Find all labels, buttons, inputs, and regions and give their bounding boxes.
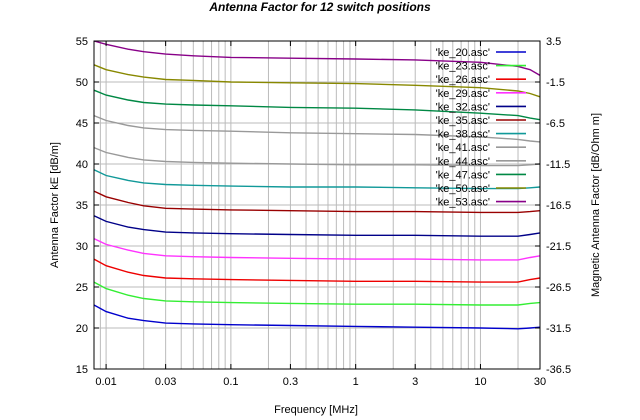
y-tick-label: 20 (76, 323, 88, 335)
legend-label-10: 'ke_47.asc' (436, 169, 490, 181)
legend: 'ke_20.asc' 'ke_23.asc''ke_26.asc' 'ke_29.… (436, 47, 526, 209)
x-tick-label: 0.1 (223, 376, 238, 388)
legend-label-11: 'ke_50.asc' (436, 183, 490, 195)
series-line-8 (93, 146, 541, 167)
y2-tick-label: -1.5 (546, 77, 565, 89)
x-tick-label: 30 (534, 376, 546, 388)
y-tick-label: 40 (76, 159, 88, 171)
legend-label-2: 'ke_23.asc' (436, 61, 490, 73)
y2-tick-label: -36.5 (546, 364, 571, 376)
legend-label-1: 'ke_20.asc' (436, 47, 490, 59)
legend-label-6: 'ke_35.asc' (436, 115, 490, 127)
y2-tick-label: -31.5 (546, 323, 571, 335)
series-lines (93, 40, 541, 330)
legend-label-9: 'ke_44.asc' (436, 156, 490, 168)
y-tick-label: 30 (76, 241, 88, 253)
series-line-10 (93, 89, 541, 121)
series-line-2 (93, 281, 541, 306)
y-tick-label: 55 (76, 36, 88, 48)
y2-tick-label: -21.5 (546, 241, 571, 253)
y2-tick-label: -6.5 (546, 118, 565, 130)
x-axis-title: Frequency [MHz] (274, 404, 358, 416)
y2-tick-label: -16.5 (546, 200, 571, 212)
y2-tick-label: -11.5 (546, 159, 570, 171)
series-line-5 (93, 215, 541, 237)
series-line-6 (93, 190, 541, 214)
series-line-3 (93, 258, 541, 283)
x-tick-label: 3 (412, 376, 418, 388)
legend-label-8: 'ke_41.asc' (436, 142, 490, 154)
ticks: 0.01 0.03 0.1 0.3 1 3 10 30 15 20 25 30 35 40 45 50 55 -3… (76, 36, 571, 388)
series-line-1 (93, 304, 541, 330)
y-tick-label: 15 (76, 364, 88, 376)
legend-label-12: 'ke_53.asc' (436, 197, 490, 209)
y2-axis-title: Magnetic Antenna Factor [dB/Ohm m] (590, 113, 602, 297)
y-tick-label: 50 (76, 77, 88, 89)
series-line-11 (93, 64, 541, 98)
legend-label-3: 'ke_26.asc' (436, 74, 490, 86)
x-tick-label: 1 (353, 376, 359, 388)
series-line-9 (93, 114, 541, 143)
x-tick-label: 0.01 (95, 376, 116, 388)
y2-tick-label: 3.5 (546, 36, 561, 48)
legend-label-7: 'ke_38.asc' (436, 129, 490, 141)
legend-label-5: 'ke_32.asc' (436, 101, 490, 113)
y-tick-label: 45 (76, 118, 88, 130)
y-tick-label: 35 (76, 200, 88, 212)
legend-label-4: 'ke_29.asc' (436, 88, 490, 100)
series-line-4 (93, 237, 541, 261)
y-axis-title: Antenna Factor kE [dB/m] (49, 142, 61, 268)
x-tick-label: 0.3 (283, 376, 298, 388)
y-tick-label: 25 (76, 282, 88, 294)
x-tick-label: 10 (474, 376, 486, 388)
y2-tick-label: -26.5 (546, 282, 571, 294)
chart-title: Antenna Factor for 12 switch positions (208, 0, 431, 14)
x-tick-label: 0.03 (155, 376, 176, 388)
